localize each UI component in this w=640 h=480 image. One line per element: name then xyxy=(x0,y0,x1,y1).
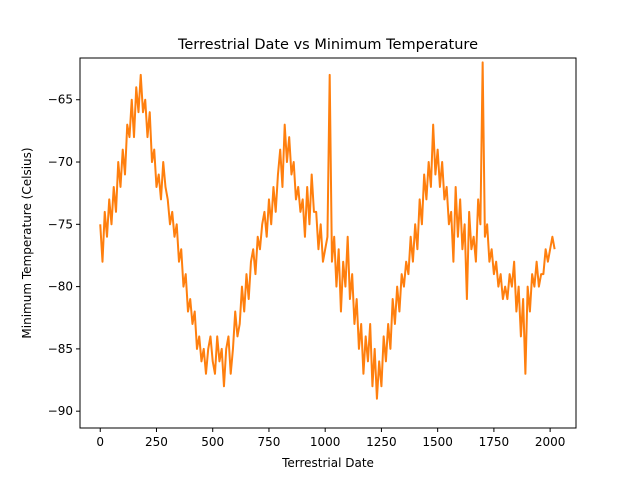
x-tick-label: 1250 xyxy=(366,435,397,449)
y-axis-label: Minimum Temperature (Celsius) xyxy=(20,147,34,338)
y-tick-label: −65 xyxy=(48,93,73,107)
x-tick-label: 1000 xyxy=(310,435,341,449)
plot-frame xyxy=(79,57,577,429)
plot-area xyxy=(99,61,556,400)
series-line-0 xyxy=(99,61,556,400)
y-tick-label: −80 xyxy=(48,280,73,294)
y-tick-label: −75 xyxy=(48,217,73,231)
x-tick-label: 500 xyxy=(201,435,224,449)
x-tick-label: 250 xyxy=(145,435,168,449)
y-tick-label: −70 xyxy=(48,155,73,169)
y-tick-label: −85 xyxy=(48,342,73,356)
x-tick-label: 750 xyxy=(257,435,280,449)
x-tick-label: 1750 xyxy=(479,435,510,449)
x-tick-label: 0 xyxy=(96,435,104,449)
y-axis: −90 −85 −80 −75 −70 −65 xyxy=(48,93,80,418)
x-axis: 0 250 500 750 1000 1250 1500 1750 2000 xyxy=(96,428,565,449)
y-tick-label: −90 xyxy=(48,404,73,418)
x-axis-label: Terrestrial Date xyxy=(281,456,374,470)
chart-title: Terrestrial Date vs Minimum Temperature xyxy=(177,37,478,53)
x-tick-label: 1500 xyxy=(422,435,453,449)
x-tick-label: 2000 xyxy=(535,435,566,449)
